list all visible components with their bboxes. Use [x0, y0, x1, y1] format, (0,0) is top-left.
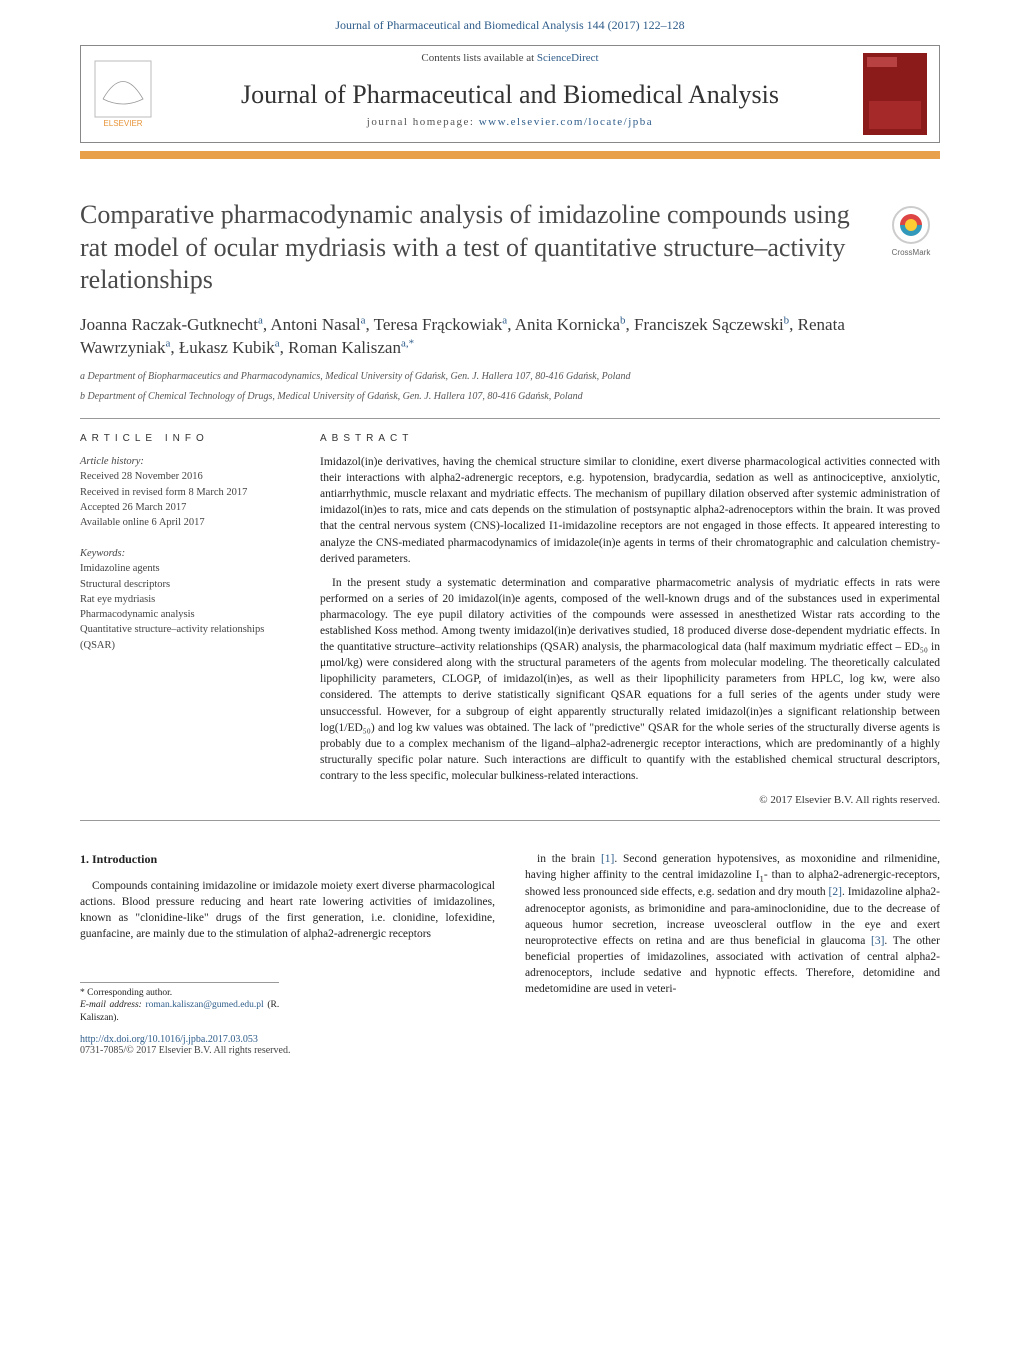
divider-band — [80, 151, 940, 159]
intro-paragraph-1: Compounds containing imidazoline or imid… — [80, 878, 495, 942]
abstract-text: Imidazol(in)e derivatives, having the ch… — [320, 454, 940, 784]
body-column-right: in the brain [1]. Second generation hypo… — [525, 851, 940, 1024]
article-title: CrossMark Comparative pharmacodynamic an… — [80, 199, 940, 297]
running-head: Journal of Pharmaceutical and Biomedical… — [0, 0, 1020, 45]
author-list: Joanna Raczak-Gutknechta, Antoni Nasala,… — [80, 313, 940, 361]
corresponding-email-link[interactable]: roman.kaliszan@gumed.edu.pl — [145, 1000, 263, 1010]
affiliation: b Department of Chemical Technology of D… — [80, 390, 940, 404]
svg-text:ELSEVIER: ELSEVIER — [103, 119, 142, 128]
journal-title: Journal of Pharmaceutical and Biomedical… — [81, 70, 939, 116]
corresponding-author-footnote: * Corresponding author. E-mail address: … — [80, 982, 279, 1024]
crossmark-badge[interactable]: CrossMark — [882, 203, 940, 270]
doi-link[interactable]: http://dx.doi.org/10.1016/j.jpba.2017.03… — [80, 1034, 258, 1045]
intro-paragraph-2: in the brain [1]. Second generation hypo… — [525, 851, 940, 997]
article-history: Article history: Received 28 November 20… — [80, 454, 290, 530]
article-info-label: ARTICLE INFO — [80, 433, 290, 444]
doi-footer: http://dx.doi.org/10.1016/j.jpba.2017.03… — [80, 1034, 940, 1056]
affiliation: a Department of Biopharmaceutics and Pha… — [80, 370, 940, 384]
sciencedirect-link[interactable]: ScienceDirect — [537, 52, 599, 64]
divider — [80, 820, 940, 821]
svg-text:CrossMark: CrossMark — [892, 248, 932, 257]
elsevier-logo: ELSEVIER — [93, 59, 153, 129]
journal-masthead: ELSEVIER Contents lists available at Sci… — [80, 45, 940, 143]
keywords: Keywords: Imidazoline agentsStructural d… — [80, 546, 290, 653]
abstract-copyright: © 2017 Elsevier B.V. All rights reserved… — [320, 794, 940, 806]
journal-homepage: journal homepage: www.elsevier.com/locat… — [81, 116, 939, 142]
divider — [80, 418, 940, 419]
section-heading-introduction: 1. Introduction — [80, 851, 495, 868]
journal-cover-thumbnail — [863, 53, 927, 135]
abstract-column: ABSTRACT Imidazol(in)e derivatives, havi… — [320, 433, 940, 806]
homepage-url-link[interactable]: www.elsevier.com/locate/jpba — [479, 116, 653, 128]
article-info-sidebar: ARTICLE INFO Article history: Received 2… — [80, 433, 290, 806]
contents-available: Contents lists available at ScienceDirec… — [81, 46, 939, 70]
body-column-left: 1. Introduction Compounds containing imi… — [80, 851, 495, 1024]
abstract-label: ABSTRACT — [320, 433, 940, 444]
